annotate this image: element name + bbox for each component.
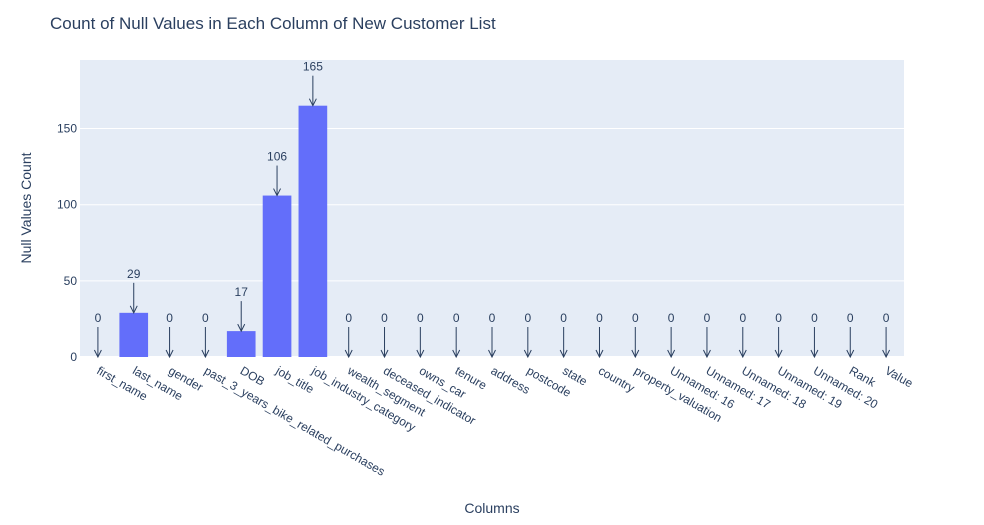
data-label: 0 [524, 311, 531, 325]
data-label: 0 [668, 311, 675, 325]
bars [119, 105, 328, 357]
y-tick-label: 0 [70, 350, 77, 364]
data-label: 0 [453, 311, 460, 325]
x-tick-labels: first_namelast_namegenderpast_3_years_bi… [94, 363, 915, 479]
x-tick-label: Value [883, 363, 916, 390]
annotation-arrowhead [738, 349, 747, 359]
x-tick-label: job_title [273, 363, 317, 396]
data-label: 0 [166, 311, 173, 325]
annotation-arrowhead [380, 349, 389, 359]
data-label: 0 [95, 311, 102, 325]
annotation-arrowhead [344, 349, 353, 359]
annotation-arrowhead [273, 188, 281, 197]
annotation-arrowhead [452, 349, 461, 359]
chart-title: Count of Null Values in Each Column of N… [50, 14, 496, 33]
data-label: 0 [596, 311, 603, 325]
annotation-arrowhead [201, 349, 210, 359]
data-label: 165 [303, 60, 323, 74]
annotation-arrowhead [129, 305, 138, 314]
bar [298, 105, 328, 357]
annotation-arrowhead [93, 349, 102, 359]
annotation-arrowhead [488, 349, 496, 359]
annotation-arrowhead [667, 349, 676, 359]
y-tick-label: 100 [57, 198, 77, 212]
data-label: 0 [202, 311, 209, 325]
data-label: 29 [127, 267, 141, 281]
x-tick-label: address [489, 363, 533, 396]
annotation-arrowhead [416, 349, 425, 359]
data-label: 0 [811, 311, 818, 325]
data-label: 0 [775, 311, 782, 325]
y-tick-label: 150 [57, 122, 77, 136]
data-label: 0 [704, 311, 711, 325]
data-label: 0 [489, 311, 496, 325]
bar [119, 312, 149, 357]
data-label: 0 [847, 311, 854, 325]
data-label: 0 [345, 311, 352, 325]
annotation-arrowhead [308, 98, 317, 107]
data-label: 106 [267, 150, 287, 164]
annotation-arrowhead [810, 349, 819, 359]
annotation-arrowhead [703, 349, 711, 359]
data-label: 0 [883, 311, 890, 325]
annotation-arrowhead [882, 349, 891, 359]
bar [226, 331, 256, 357]
data-label: 0 [632, 311, 639, 325]
bar [262, 195, 292, 357]
data-label: 0 [560, 311, 567, 325]
annotation-arrowhead [595, 349, 604, 359]
x-axis-title: Columns [464, 500, 519, 516]
annotation-arrowhead [774, 349, 783, 359]
y-axis-title: Null Values Count [18, 152, 34, 263]
y-tick-labels: 0 50 100 150 [57, 122, 77, 364]
plot-background [80, 60, 904, 357]
x-tick-label: country [596, 363, 637, 395]
annotation-arrowhead [846, 349, 855, 359]
annotation-arrowhead [523, 349, 532, 359]
data-label: 0 [739, 311, 746, 325]
y-tick-label: 50 [64, 274, 78, 288]
annotations: 0 29 0 0 17 106 165 0 0 0 0 0 0 0 0 0 0 0 0 0 0 0 0 [93, 60, 891, 359]
annotation-arrowhead [631, 349, 640, 359]
data-label: 17 [235, 285, 249, 299]
data-label: 0 [381, 311, 388, 325]
annotation-arrowhead [165, 349, 174, 359]
annotation-arrowhead [559, 349, 568, 359]
annotation-arrowhead [237, 323, 246, 333]
data-label: 0 [417, 311, 424, 325]
